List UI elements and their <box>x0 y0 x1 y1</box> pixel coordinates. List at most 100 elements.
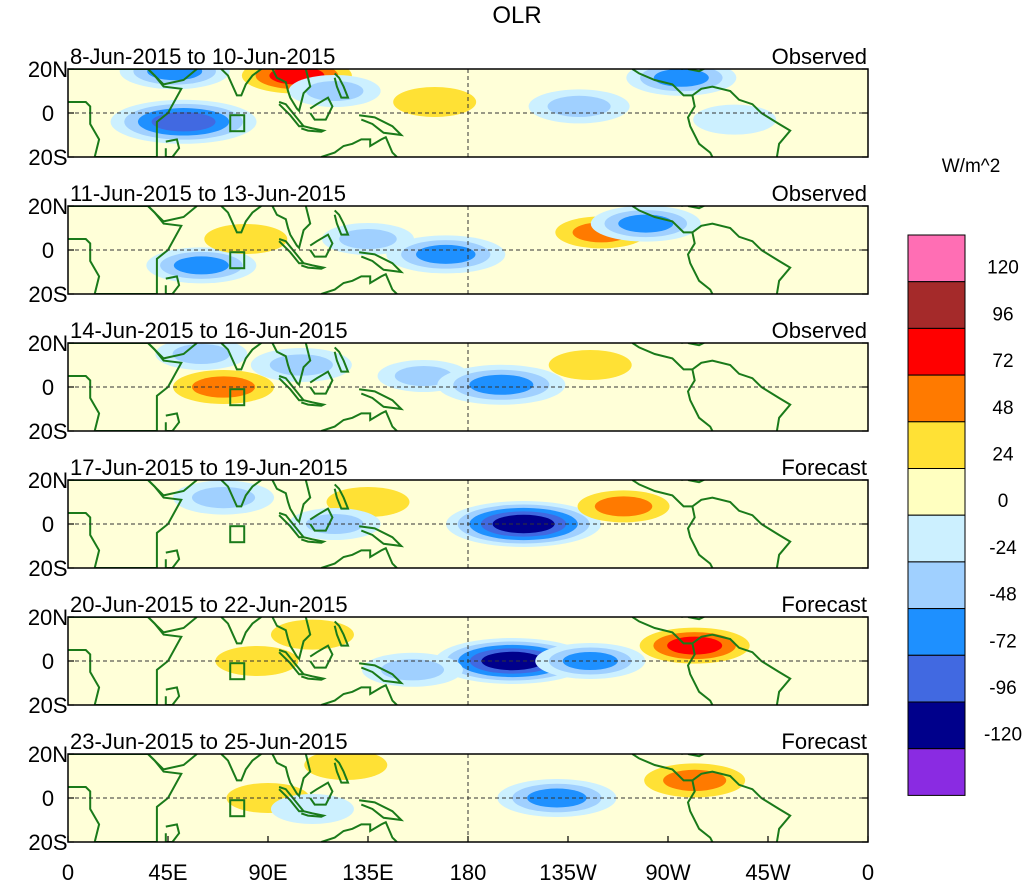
anomaly-contour <box>693 104 777 135</box>
coastline <box>681 69 706 73</box>
coastline <box>271 480 312 524</box>
colorbar: W/m^2 120 96 72 48 24 0 -24 -48 -72 -96 -120 <box>907 156 1022 796</box>
colorbar-swatch <box>907 374 966 423</box>
y-tick-label: 20N <box>28 57 68 82</box>
coastline <box>300 810 327 818</box>
colorbar-label: -120 <box>984 725 1022 746</box>
coastline <box>309 370 334 395</box>
y-tick-label: 20S <box>28 556 67 581</box>
coastline <box>220 206 262 234</box>
panel-kind-label: Forecast <box>781 729 867 754</box>
anomaly-contour <box>305 81 364 101</box>
coastline <box>164 412 181 431</box>
anomaly-contour <box>527 788 587 808</box>
coastline <box>333 483 350 510</box>
colorbar-units: W/m^2 <box>942 156 1001 177</box>
coastline <box>686 95 714 157</box>
coastline <box>320 272 398 294</box>
panel-5: 20N 0 20S 23-Jun-2015 to 25-Jun-2015 Forecas… <box>28 729 869 855</box>
coastline <box>309 233 334 258</box>
panel-1: 20N 0 20S 11-Jun-2015 to 13-Jun-2015 Observe… <box>28 181 869 307</box>
coastline <box>320 820 398 842</box>
y-tick-label: 0 <box>42 238 54 263</box>
anomaly-contour <box>269 354 333 376</box>
anomaly-contour <box>215 646 299 676</box>
anomaly-contour <box>339 229 397 249</box>
coastline <box>309 781 334 806</box>
coastline <box>686 643 714 705</box>
region-box <box>229 662 246 681</box>
coastline <box>358 251 405 274</box>
y-tick-label: 20S <box>28 282 67 307</box>
coastline <box>147 343 198 360</box>
anomaly-contour <box>416 244 476 264</box>
coastline <box>631 754 792 842</box>
panel-kind-label: Observed <box>772 44 867 69</box>
colorbar-label: 72 <box>992 351 1013 372</box>
coastline <box>164 549 181 568</box>
y-tick-label: 20N <box>28 605 68 630</box>
anomaly-contour <box>380 659 445 681</box>
anomaly-contour <box>270 619 354 650</box>
x-tick-label: 180 <box>450 860 487 885</box>
x-tick-label: 135E <box>342 860 393 885</box>
colorbar-label: 48 <box>992 398 1013 419</box>
colorbar-swatch <box>907 748 966 796</box>
coastline <box>320 409 398 431</box>
colorbar-label: 0 <box>998 491 1009 512</box>
x-tick-label: 0 <box>862 860 874 885</box>
x-tick-label: 90W <box>645 860 690 885</box>
panel-kind-label: Forecast <box>781 455 867 480</box>
colorbar-label: 96 <box>992 304 1013 325</box>
colorbar-swatch <box>907 281 966 329</box>
anomaly-contour <box>618 214 674 233</box>
anomaly-contour <box>562 652 618 670</box>
colorbar-label: 24 <box>992 445 1014 466</box>
anomaly-contour <box>172 344 231 364</box>
colorbar-swatch <box>907 654 966 703</box>
coastline <box>358 114 405 137</box>
panel-0: 20N 0 20S 8-Jun-2015 to 10-Jun-2015 Observed <box>28 44 869 170</box>
y-tick-label: 20N <box>28 468 68 493</box>
anomaly-contour <box>147 69 203 81</box>
coastline <box>631 343 792 431</box>
x-axis: 0 45E 90E 135E 180 135W 90W 45W 0 <box>62 836 874 885</box>
region-box <box>229 388 246 407</box>
y-tick-label: 20S <box>28 693 67 718</box>
x-tick-label: 45E <box>148 860 187 885</box>
coastline <box>333 72 350 99</box>
x-tick-label: 0 <box>62 860 74 885</box>
coastline <box>300 262 327 270</box>
coastline <box>631 617 792 705</box>
panel-kind-label: Observed <box>772 181 867 206</box>
coastline <box>164 275 181 294</box>
anomaly-contour <box>394 366 453 386</box>
coastline <box>681 343 706 347</box>
coastline <box>220 69 262 97</box>
colorbar-label: -24 <box>989 538 1017 559</box>
coastline <box>271 206 312 250</box>
coastline <box>164 823 181 842</box>
y-tick-label: 20S <box>28 145 67 170</box>
chart-title: OLR <box>492 2 541 29</box>
panel-period-label: 8-Jun-2015 to 10-Jun-2015 <box>70 44 335 69</box>
anomaly-contour <box>393 87 477 117</box>
y-tick-label: 20S <box>28 419 67 444</box>
colorbar-swatch <box>907 514 966 563</box>
coastline <box>164 686 181 705</box>
y-tick-label: 20N <box>28 194 68 219</box>
colorbar-label: -96 <box>989 678 1016 699</box>
y-tick-label: 20N <box>28 742 68 767</box>
coastline <box>320 683 398 705</box>
x-tick-label: 90E <box>248 860 287 885</box>
panel-period-label: 23-Jun-2015 to 25-Jun-2015 <box>70 729 348 754</box>
coastline <box>147 617 198 634</box>
anomaly-contour <box>191 486 256 509</box>
coastline <box>309 507 334 532</box>
coastline <box>681 206 706 210</box>
coastline <box>358 662 405 685</box>
panel-3: 20N 0 20S 17-Jun-2015 to 19-Jun-2015 Forecas… <box>28 455 869 581</box>
coastline <box>147 206 198 223</box>
region-box <box>229 114 246 133</box>
